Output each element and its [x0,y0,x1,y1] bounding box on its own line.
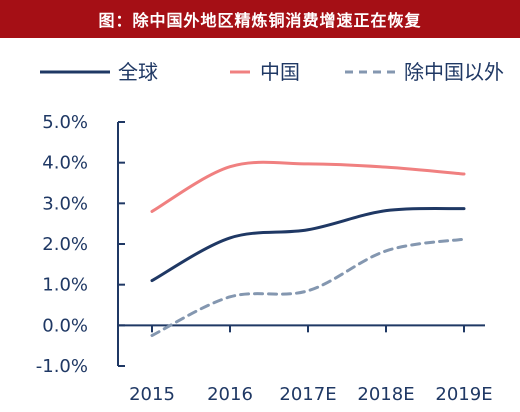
series-lines [150,160,466,337]
y-tick-label: 0.0% [42,315,88,336]
y-tick-label: -1.0% [36,356,88,377]
y-tick-label: 2.0% [42,234,88,255]
legend: 全球 中国 除中国以外 [40,60,504,84]
legend-label-1: 全球 [118,60,158,84]
x-tick-label: 2016 [207,384,253,405]
series-line-1 [150,206,466,283]
legend-label-2: 中国 [260,60,300,84]
series-line-3 [150,237,466,337]
y-tick-label: 5.0% [42,112,88,133]
y-tick-label: 4.0% [42,153,88,174]
chart-title: 图：除中国外地区精炼铜消费增速正在恢复 [0,0,520,38]
x-tick-label: 2015 [129,384,175,405]
x-tick-label: 2018E [357,384,414,405]
x-tick-label: 2017E [279,384,336,405]
x-tick-label: 2019E [435,384,492,405]
series-line-2 [150,160,466,213]
y-tick-label: 1.0% [42,275,88,296]
axes: 5.0% 4.0% 3.0% 2.0% 1.0% 0.0% -1.0% 2015 2016 201… [36,112,493,405]
y-tick-label: 3.0% [42,193,88,214]
legend-label-3: 除中国以外 [404,60,504,84]
